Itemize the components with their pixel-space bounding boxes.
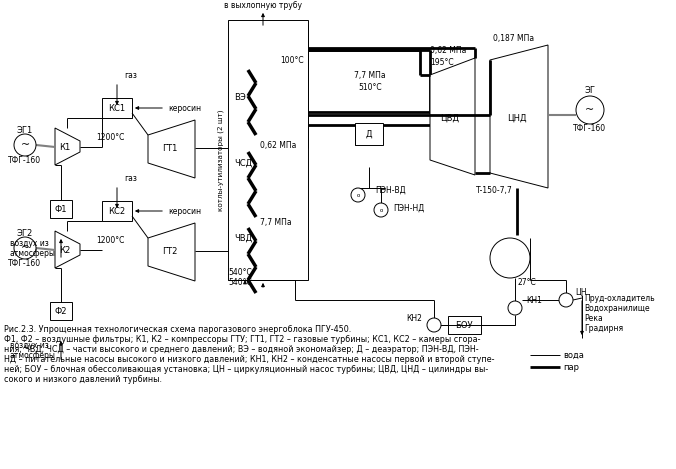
Text: ТФГ-160: ТФГ-160 xyxy=(8,258,41,267)
Circle shape xyxy=(14,237,36,259)
Text: ВЭ: ВЭ xyxy=(234,92,246,101)
Text: ~: ~ xyxy=(20,243,30,253)
Polygon shape xyxy=(430,58,475,175)
Text: ЧСД: ЧСД xyxy=(234,159,252,167)
Bar xyxy=(102,201,132,221)
Text: 7,7 МПа: 7,7 МПа xyxy=(260,218,291,227)
Text: газ: газ xyxy=(124,174,137,182)
Text: ЭГ2: ЭГ2 xyxy=(17,228,33,237)
Text: КС1: КС1 xyxy=(108,104,126,113)
Text: ГТ1: ГТ1 xyxy=(162,144,178,152)
Text: газ: газ xyxy=(124,70,137,80)
Text: Ф1, Ф2 – воздушные фильтры; К1, К2 – компрессоры ГТУ; ГТ1, ГТ2 – газовые турбины: Ф1, Ф2 – воздушные фильтры; К1, К2 – ком… xyxy=(4,335,481,344)
Text: 0,62 МПа: 0,62 МПа xyxy=(430,45,466,54)
Text: воздух из: воздух из xyxy=(10,239,49,248)
Text: Ф1: Ф1 xyxy=(55,204,67,213)
Text: Пруд-охладитель: Пруд-охладитель xyxy=(584,294,654,303)
Text: Градирня: Градирня xyxy=(584,324,623,333)
Text: ния; ЧВД, ЧСД – части высокого и среднего давлений; ВЭ – водяной экономайзер; Д : ния; ЧВД, ЧСД – части высокого и среднег… xyxy=(4,345,479,354)
Text: ней; БОУ – блочная обессоливающая установка; ЦН – циркуляционный насос турбины; : ней; БОУ – блочная обессоливающая устано… xyxy=(4,365,488,374)
Text: атмосферы: атмосферы xyxy=(10,249,56,257)
Bar xyxy=(50,302,72,320)
Text: 27°С: 27°С xyxy=(517,278,536,287)
Text: НД – питательные насосы высокого и низкого давлений; КН1, КН2 – конденсатные нас: НД – питательные насосы высокого и низко… xyxy=(4,355,495,364)
Text: Д: Д xyxy=(366,129,372,138)
Text: ЦНД: ЦНД xyxy=(507,113,527,122)
Text: КН1: КН1 xyxy=(526,295,542,304)
Text: КН2: КН2 xyxy=(406,313,422,323)
Polygon shape xyxy=(148,223,195,281)
Text: ЦН: ЦН xyxy=(575,287,587,296)
Bar xyxy=(102,98,132,118)
Text: керосин: керосин xyxy=(168,206,201,215)
Polygon shape xyxy=(55,231,80,268)
Text: 0,187 МПа: 0,187 МПа xyxy=(493,33,534,43)
Text: 1200°С: 1200°С xyxy=(96,133,124,142)
Text: Т-150-7,7: Т-150-7,7 xyxy=(476,186,513,195)
Text: ЧВД: ЧВД xyxy=(234,234,252,242)
Text: Рис.2.3. Упрощенная технологическая схема парогазового энергоблока ПГУ-450.: Рис.2.3. Упрощенная технологическая схем… xyxy=(4,325,352,334)
Circle shape xyxy=(351,188,365,202)
Text: ЭГ1: ЭГ1 xyxy=(17,126,33,135)
Text: 7,7 МПа: 7,7 МПа xyxy=(354,70,386,80)
Text: ЦВД: ЦВД xyxy=(441,113,460,122)
Text: Ф2: Ф2 xyxy=(55,307,67,316)
Text: котлы-утилизаторы (2 шт): котлы-утилизаторы (2 шт) xyxy=(218,109,224,211)
Text: ~: ~ xyxy=(585,105,595,115)
Text: 540°С: 540°С xyxy=(228,267,251,277)
Text: o: o xyxy=(356,192,360,197)
Text: ЭГ: ЭГ xyxy=(585,85,596,94)
Text: К1: К1 xyxy=(59,143,70,151)
Text: К2: К2 xyxy=(59,245,70,255)
Text: ПЭН-ВД: ПЭН-ВД xyxy=(375,186,406,195)
Circle shape xyxy=(576,96,604,124)
Text: керосин: керосин xyxy=(168,104,201,113)
Text: БОУ: БОУ xyxy=(455,320,473,330)
Text: 540°С: 540°С xyxy=(228,278,251,287)
Text: o: o xyxy=(379,207,383,212)
Text: Водохранилище: Водохранилище xyxy=(584,303,650,312)
Text: сокого и низкого давлений турбины.: сокого и низкого давлений турбины. xyxy=(4,375,162,384)
Text: ГТ2: ГТ2 xyxy=(162,247,178,256)
Text: Река: Река xyxy=(584,313,603,323)
Text: в выхлопную трубу: в выхлопную трубу xyxy=(224,0,302,9)
Circle shape xyxy=(14,134,36,156)
Text: 0,62 МПа: 0,62 МПа xyxy=(260,141,296,150)
Polygon shape xyxy=(490,45,548,188)
Text: атмосферы: атмосферы xyxy=(10,350,56,360)
Text: 510°С: 510°С xyxy=(358,83,382,91)
Circle shape xyxy=(427,318,441,332)
Polygon shape xyxy=(55,128,80,165)
Text: КС2: КС2 xyxy=(108,206,126,215)
Text: 195°С: 195°С xyxy=(430,58,454,67)
Circle shape xyxy=(508,301,522,315)
Text: ТФГ-160: ТФГ-160 xyxy=(8,156,41,165)
Text: ПЭН-НД: ПЭН-НД xyxy=(393,204,425,212)
Text: 100°С: 100°С xyxy=(280,55,304,65)
Text: ~: ~ xyxy=(20,140,30,150)
Text: пар: пар xyxy=(563,363,579,371)
Circle shape xyxy=(490,238,530,278)
Circle shape xyxy=(374,203,388,217)
Bar xyxy=(50,200,72,218)
Circle shape xyxy=(559,293,573,307)
Text: воздух из: воздух из xyxy=(10,340,49,349)
Bar xyxy=(228,20,308,280)
Text: 1200°С: 1200°С xyxy=(96,235,124,244)
Bar xyxy=(448,316,481,334)
Text: ТФГ-160: ТФГ-160 xyxy=(573,123,606,133)
Polygon shape xyxy=(148,120,195,178)
Bar xyxy=(355,123,383,145)
Text: вода: вода xyxy=(563,350,584,360)
